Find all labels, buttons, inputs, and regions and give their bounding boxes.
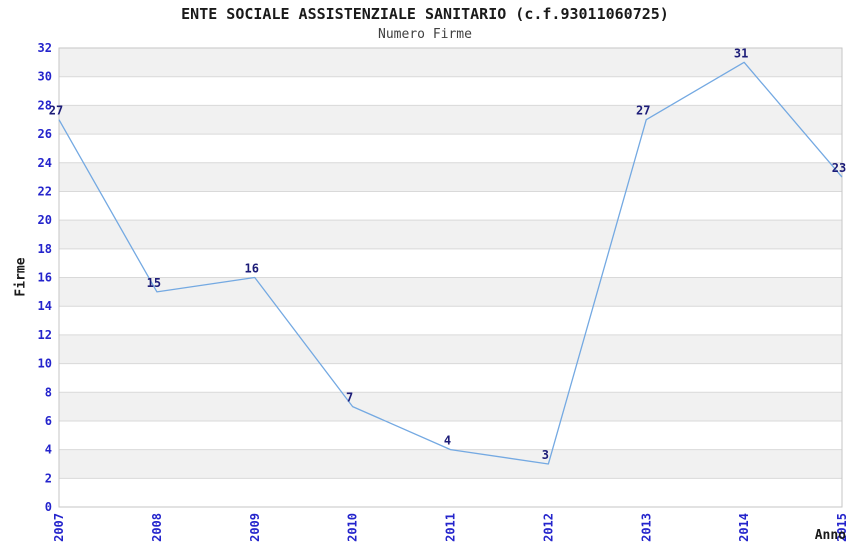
plot-band: [59, 162, 842, 192]
x-tick-label: 2009: [248, 513, 262, 542]
x-tick-label: 2008: [150, 513, 164, 542]
point-label: 16: [245, 262, 259, 276]
x-tick-label: 2010: [346, 513, 360, 542]
x-axis-label: Anno: [814, 528, 846, 543]
y-tick-label: 28: [38, 98, 52, 112]
y-tick-label: 22: [38, 184, 52, 198]
point-label: 4: [444, 434, 451, 448]
plot-band: [59, 191, 842, 221]
x-tick-label: 2013: [639, 513, 653, 542]
chart-subtitle: Numero Firme: [378, 27, 472, 42]
plot-band: [59, 134, 842, 163]
y-tick-label: 16: [38, 271, 52, 285]
point-label: 3: [542, 448, 549, 462]
plot-band: [59, 220, 842, 249]
y-tick-label: 8: [45, 385, 52, 399]
chart-title: ENTE SOCIALE ASSISTENZIALE SANITARIO (c.…: [181, 5, 669, 23]
y-tick-label: 2: [45, 471, 52, 485]
point-label: 27: [49, 104, 63, 118]
plot-band: [59, 478, 842, 507]
x-tick-label: 2015: [835, 513, 849, 542]
plot-band: [59, 334, 842, 364]
x-tick-label: 2011: [444, 513, 458, 542]
plot-band: [59, 48, 842, 77]
y-tick-label: 32: [38, 41, 52, 55]
x-tick-label: 2012: [541, 513, 555, 542]
plot-border: [58, 47, 843, 508]
plot-band: [59, 277, 842, 307]
plot-band: [59, 248, 842, 278]
point-label: 23: [832, 161, 846, 175]
y-tick-label: 12: [38, 328, 52, 342]
x-tick-label: 2014: [737, 513, 751, 542]
plot-band: [59, 449, 842, 479]
plot-band: [59, 363, 842, 393]
y-tick-label: 4: [45, 443, 52, 457]
y-tick-label: 24: [38, 156, 52, 170]
y-tick-label: 6: [45, 414, 52, 428]
y-tick-label: 18: [38, 242, 52, 256]
x-tick-label: 2007: [52, 513, 66, 542]
point-label: 7: [346, 391, 353, 405]
data-line: [58, 61, 843, 465]
point-label: 15: [147, 276, 161, 290]
plot-band: [59, 392, 842, 421]
point-label: 27: [636, 104, 650, 118]
plot-band: [59, 76, 842, 106]
plot-band: [59, 105, 842, 135]
y-tick-label: 0: [45, 500, 52, 514]
y-tick-label: 20: [38, 213, 52, 227]
y-tick-label: 30: [38, 70, 52, 84]
y-tick-label: 14: [38, 299, 52, 313]
y-tick-label: 26: [38, 127, 52, 141]
plot-band: [59, 420, 842, 450]
plot-band: [59, 306, 842, 335]
y-tick-label: 10: [38, 357, 52, 371]
point-label: 31: [734, 46, 748, 60]
